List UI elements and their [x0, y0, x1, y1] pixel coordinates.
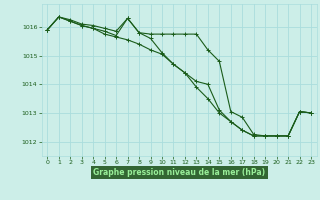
X-axis label: Graphe pression niveau de la mer (hPa): Graphe pression niveau de la mer (hPa): [93, 168, 265, 177]
